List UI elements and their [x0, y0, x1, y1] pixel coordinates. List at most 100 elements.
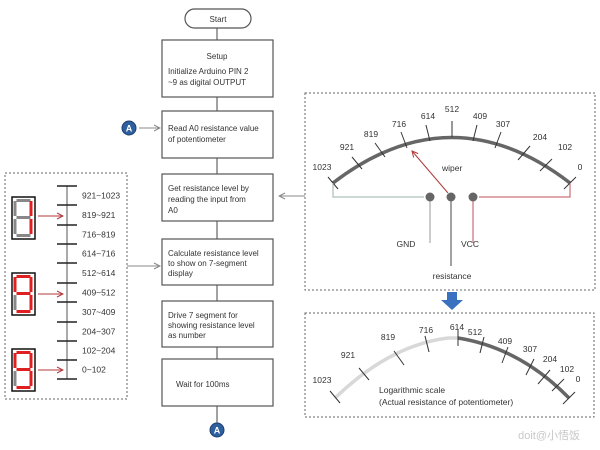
gauge-tick — [424, 335, 430, 353]
gauge-tick — [472, 124, 478, 142]
gauge-tick — [537, 369, 551, 385]
segment — [29, 353, 33, 368]
segment — [16, 386, 31, 389]
segment — [16, 368, 31, 371]
gauge-tick — [501, 346, 509, 364]
svg-text:as number: as number — [168, 331, 206, 340]
segment — [16, 351, 31, 354]
gauge-tick — [393, 350, 405, 366]
gauge-tick — [562, 391, 576, 405]
segment — [13, 277, 17, 292]
level-label: 0~102 — [82, 365, 106, 375]
gauge-tick-label: 614 — [421, 111, 435, 121]
segment — [29, 219, 33, 234]
gauge-tick-label: 921 — [340, 142, 354, 152]
segment — [29, 295, 33, 310]
svg-text:showing resistance level: showing resistance level — [168, 321, 255, 330]
connector-a-bottom: A — [209, 422, 225, 438]
level-label: 921~1023 — [82, 191, 120, 201]
gauge-tick-label: 819 — [364, 129, 378, 139]
segment — [13, 201, 17, 216]
segment — [13, 371, 17, 386]
level-label: 102~204 — [82, 346, 116, 356]
svg-text:A: A — [214, 426, 221, 436]
gauge-tick-label: 204 — [543, 354, 557, 364]
vcc-label: VCC — [461, 239, 479, 249]
level-label: 614~716 — [82, 249, 116, 259]
linear-arc — [331, 135, 572, 185]
linear-gauge-panel: 1023 921 819 716 614 512 409 307 204 102 0 wiper G… — [304, 92, 596, 291]
svg-text:Drive 7 segment for: Drive 7 segment for — [168, 311, 238, 320]
segment — [13, 295, 17, 310]
svg-text:to show on 7-segment: to show on 7-segment — [168, 259, 247, 268]
seven-segment-display — [11, 272, 36, 316]
svg-text:Get resistance level by: Get resistance level by — [168, 184, 249, 193]
gauge-tick — [525, 358, 535, 376]
gauge-tick-label: 204 — [533, 132, 547, 142]
gauge-tick-label: 0 — [576, 374, 581, 384]
connector-a-left: A — [121, 120, 160, 136]
level-label: 819~921 — [82, 210, 116, 220]
gauge-tick — [539, 158, 553, 172]
segment — [16, 234, 31, 237]
svg-text:Initialize Arduino PIN 2: Initialize Arduino PIN 2 — [168, 67, 249, 76]
segment — [16, 292, 31, 295]
gauge-tick-label: 512 — [445, 104, 459, 114]
setup-box: Setup Initialize Arduino PIN 2 ~9 as dig… — [161, 39, 274, 98]
gauge-tick — [351, 156, 363, 170]
level-label: 409~512 — [82, 288, 116, 298]
segment — [13, 219, 17, 234]
gauge-tick-label: 716 — [392, 119, 406, 129]
gauge-tick — [400, 131, 408, 149]
svg-text:Read A0 resistance value: Read A0 resistance value — [168, 124, 259, 133]
gnd-pin — [425, 192, 435, 202]
gauge-tick-label: 512 — [468, 327, 482, 337]
svg-text:of potentiometer: of potentiometer — [168, 135, 226, 144]
level-panel: 921~1023 819~921 716~819 614~716 512~614 409~… — [4, 172, 128, 400]
seven-segment-display — [11, 196, 36, 240]
level-label: 716~819 — [82, 230, 116, 240]
gauge-tick — [517, 145, 531, 161]
svg-text:Calculate resistance level: Calculate resistance level — [168, 249, 259, 258]
svg-text:~9 as digital OUTPUT: ~9 as digital OUTPUT — [168, 78, 246, 87]
wait-box: Wait for 100ms — [161, 358, 274, 407]
gauge-tick-label: 102 — [560, 364, 574, 374]
gauge-tick-label: 409 — [473, 111, 487, 121]
gauge-tick — [479, 336, 485, 354]
gauge-tick-label: 102 — [558, 142, 572, 152]
level-label: 512~614 — [82, 268, 116, 278]
gauge-tick-label: 409 — [498, 336, 512, 346]
svg-text:Setup: Setup — [207, 52, 228, 61]
drive-box: Drive 7 segment for showing resistance l… — [161, 300, 274, 348]
gauge-tick-label: 307 — [523, 344, 537, 354]
gauge-tick-label: 1023 — [313, 375, 332, 385]
gauge-tick — [425, 124, 431, 142]
svg-text:Start: Start — [210, 15, 228, 24]
down-arrow-icon — [441, 292, 463, 310]
gnd-label: GND — [397, 239, 416, 249]
segment — [29, 201, 33, 216]
gauge-tick-label: 0 — [578, 162, 583, 172]
gauge-tick — [494, 131, 502, 149]
level-label: 307~409 — [82, 307, 116, 317]
vcc-pin — [468, 192, 478, 202]
gauge-tick-label: 1023 — [313, 162, 332, 172]
segment — [16, 275, 31, 278]
calculate-box: Calculate resistance level to show on 7-… — [161, 238, 274, 286]
gauge-tick-label: 307 — [496, 119, 510, 129]
wiper-arrow — [412, 151, 449, 194]
resistance-label: resistance — [433, 271, 472, 281]
wiper-label: wiper — [441, 163, 462, 173]
svg-text:A: A — [126, 124, 133, 134]
get-level-box: Get resistance level by reading the inpu… — [161, 173, 274, 222]
read-box: Read A0 resistance value of potentiomete… — [161, 110, 274, 159]
gauge-tick — [374, 142, 386, 158]
watermark: doit@小悟饭 — [518, 428, 580, 442]
segment — [29, 277, 33, 292]
gauge-tick — [358, 367, 370, 381]
svg-text:A0: A0 — [168, 206, 178, 215]
segment — [29, 371, 33, 386]
seven-segment-display — [11, 348, 36, 392]
svg-text:reading the input from: reading the input from — [168, 195, 246, 204]
